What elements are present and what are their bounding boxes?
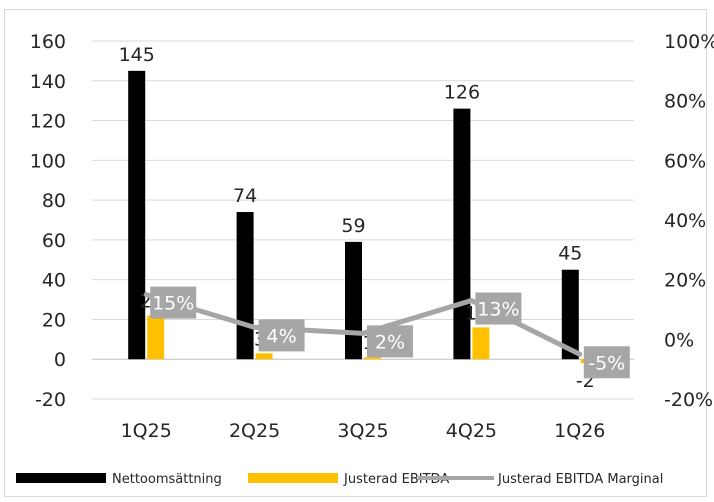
legend-label: Justerad EBITDA xyxy=(343,472,449,487)
left-tick-label: 40 xyxy=(42,270,66,292)
category-label: 4Q25 xyxy=(446,420,497,442)
right-tick-label: 60% xyxy=(664,150,706,172)
revenue-data-label: 74 xyxy=(233,185,257,207)
gridlines xyxy=(92,40,634,400)
margin-data-label: -5% xyxy=(588,352,625,374)
right-tick-label: 20% xyxy=(664,270,706,292)
margin-data-label: 15% xyxy=(152,293,194,315)
revenue-bar xyxy=(561,269,579,360)
right-tick-label: -20% xyxy=(664,389,713,411)
ebitda-bar xyxy=(364,357,381,360)
revenue-bar xyxy=(128,70,146,360)
category-label: 3Q25 xyxy=(337,420,388,442)
margin-data-label: 13% xyxy=(477,299,519,321)
margin-label-box xyxy=(258,319,305,352)
left-tick-label: 120 xyxy=(30,111,66,133)
margin-label-box xyxy=(367,325,413,358)
left-tick-label: 80 xyxy=(42,190,66,212)
right-tick-label: 80% xyxy=(664,91,706,113)
legend-swatch xyxy=(16,473,106,483)
revenue-data-label: 126 xyxy=(444,82,480,104)
revenue-data-label: 45 xyxy=(558,243,582,265)
category-label: 1Q26 xyxy=(554,420,605,442)
ebitda-bar xyxy=(255,353,273,360)
margin-line: 15% 4% 2% 13% -5% xyxy=(143,286,630,379)
margin-label-box xyxy=(475,292,522,325)
left-axis: -20 0 20 40 60 80 100 120 140 160 xyxy=(30,31,66,411)
right-tick-label: 40% xyxy=(664,210,706,232)
margin-data-label: 2% xyxy=(375,331,405,353)
ebitda-bar xyxy=(147,315,165,360)
category-axis: 1Q25 2Q25 3Q25 4Q25 1Q26 xyxy=(121,420,606,442)
left-tick-label: 60 xyxy=(42,230,66,252)
ebitda-bar xyxy=(472,327,490,360)
left-tick-label: 100 xyxy=(30,150,66,172)
revenue-data-label: 145 xyxy=(119,44,155,66)
legend-label: Justerad EBITDA Marginal xyxy=(497,472,663,487)
right-tick-label: 0% xyxy=(664,329,694,351)
category-label: 2Q25 xyxy=(229,420,280,442)
revenue-bar xyxy=(345,241,362,360)
revenue-data-label: 59 xyxy=(341,215,365,237)
legend-label: Nettoomsättning xyxy=(112,472,222,487)
left-tick-label: -20 xyxy=(35,389,66,411)
margin-label-box xyxy=(583,346,630,379)
revenue-bar xyxy=(453,108,471,360)
chart-frame xyxy=(4,9,707,497)
left-tick-label: 140 xyxy=(30,71,66,93)
margin-data-label: 4% xyxy=(267,325,297,347)
right-tick-label: 100% xyxy=(664,31,714,53)
left-tick-label: 20 xyxy=(42,309,66,331)
left-tick-label: 0 xyxy=(54,349,66,371)
right-axis: -20% 0% 20% 40% 60% 80% 100% xyxy=(664,31,714,411)
bars xyxy=(128,70,598,364)
left-tick-label: 160 xyxy=(30,31,66,53)
category-label: 1Q25 xyxy=(121,420,172,442)
margin-label-box xyxy=(150,286,197,319)
legend-swatch xyxy=(248,473,338,483)
legend: Nettoomsättning Justerad EBITDA Justerad E… xyxy=(16,472,663,487)
revenue-bar xyxy=(236,212,254,360)
